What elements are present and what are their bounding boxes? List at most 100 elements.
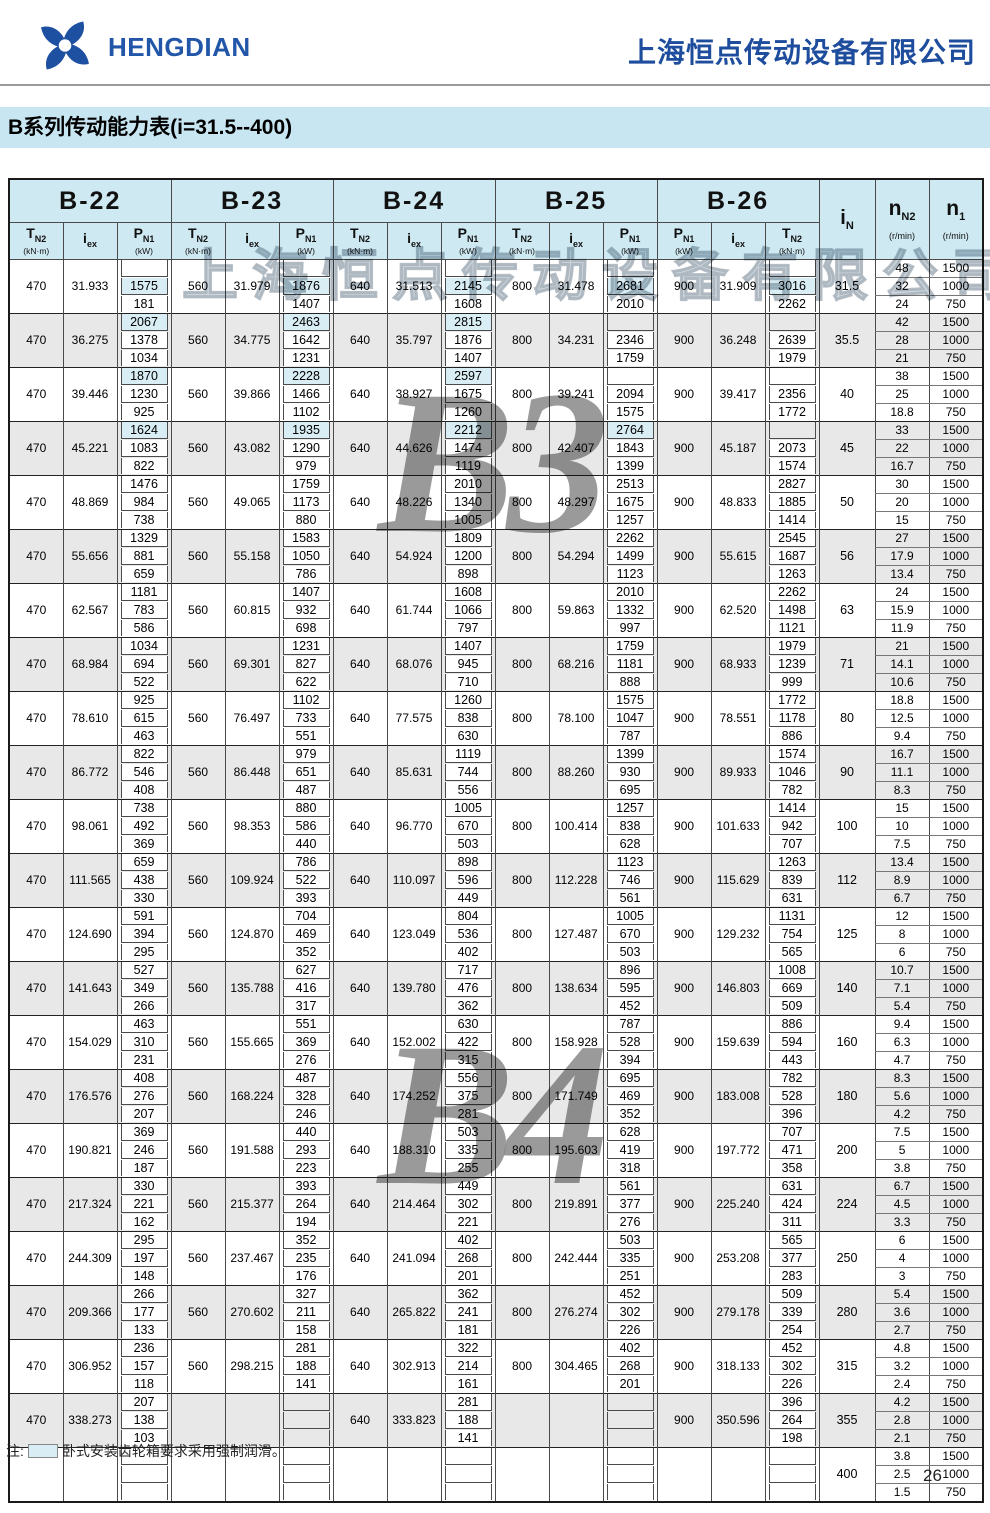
tn2-value: 640 (332, 367, 388, 422)
table-row: 470 209.366 266 560 270.602 327 640 265.822 362 8… (8, 1285, 984, 1340)
tn2-value: 560 (170, 961, 226, 1016)
tn2-value: 800 (494, 583, 550, 638)
tn2-value: 640 (332, 583, 388, 638)
pn1-value: 349 (120, 980, 168, 997)
pn1-cell: 318 (602, 1159, 658, 1178)
pn1-cell: 1759 (602, 349, 658, 368)
tn2-value: 470 (8, 745, 63, 800)
pn1-cell: 556 (440, 781, 496, 800)
pn1-value: 631 (768, 1178, 816, 1196)
n1-value: 1500 (928, 475, 984, 494)
pn1-cell: 2463 (278, 313, 334, 332)
nn2-value: 13.4 (874, 853, 930, 872)
iex-value: 55.656 (62, 529, 117, 584)
pn1-cell: 1131 (764, 907, 820, 926)
hengdian-logo-icon (41, 21, 89, 70)
pn1-cell: 246 (278, 1105, 334, 1124)
pn1-cell: 822 (116, 457, 172, 476)
pn1-value: 1290 (282, 440, 330, 457)
tn2-value: 900 (656, 313, 712, 368)
pn1-cell: 670 (602, 925, 658, 944)
pn1-cell: 1102 (278, 691, 334, 710)
nn2-value: 1.5 (874, 1483, 930, 1502)
table-row: 118 141 161 201 226 2.4 750 (9, 1375, 984, 1394)
pn1-value: 707 (768, 1124, 816, 1142)
tn2-value: 560 (170, 1339, 226, 1394)
table-row: 470 176.576 408 560 168.224 487 640 174.252 556 8… (8, 1069, 984, 1124)
pn1-value (768, 260, 816, 278)
iex-value: 39.417 (710, 367, 766, 422)
in-value: 224 (818, 1177, 876, 1232)
nn2-value: 6.7 (874, 1177, 930, 1196)
iex-value: 270.602 (224, 1285, 280, 1340)
ratio-group-40: 470 39.446 1870 560 39.866 2228 640 38.927 2597 8… (8, 367, 984, 422)
pn1-value: 1257 (606, 800, 654, 818)
pn1-cell: 2681 (602, 277, 658, 296)
nn2-value: 8.3 (874, 781, 930, 800)
tn2-value: 470 (8, 1393, 63, 1448)
table-row: 470 55.656 1329 560 55.158 1583 640 54.924 1809 8… (8, 529, 984, 584)
table-row: 470 338.273 207 640 333.823 281 900 350.596 396 3… (8, 1393, 984, 1448)
pn1-cell (602, 313, 658, 332)
ratio-group-180: 470 176.576 408 560 168.224 487 640 174.252 556 8… (8, 1069, 984, 1124)
tn2-value: 800 (494, 799, 550, 854)
tn2-value: 560 (170, 1123, 226, 1178)
brand-name: HENGDIAN (108, 32, 251, 62)
col-header-pn1: PN1 (kW) (116, 222, 172, 260)
iex-value: 39.241 (548, 367, 604, 422)
pn1-value: 469 (282, 926, 330, 943)
pn1-cell: 1675 (440, 385, 496, 404)
tn2-value (170, 1393, 226, 1448)
pn1-value (120, 1466, 168, 1483)
pn1-value: 1123 (606, 566, 654, 583)
pn1-cell: 226 (602, 1321, 658, 1340)
n1-value: 1500 (928, 1285, 984, 1304)
pn1-value: 318 (606, 1160, 654, 1177)
pn1-value: 266 (120, 998, 168, 1015)
pn1-value: 187 (120, 1160, 168, 1177)
pn1-value: 201 (444, 1268, 492, 1285)
pn1-cell: 2262 (764, 583, 820, 602)
nn2-value: 6.3 (874, 1033, 930, 1052)
pn1-value: 1119 (444, 746, 492, 764)
iex-value: 76.497 (224, 691, 280, 746)
col-header-iex: iex (548, 222, 604, 260)
pn1-value: 630 (444, 1016, 492, 1034)
n1-value: 1000 (928, 655, 984, 674)
pn1-cell: 440 (278, 835, 334, 854)
nn2-value: 7.1 (874, 979, 930, 998)
n1-value: 1000 (928, 1141, 984, 1160)
pn1-cell: 979 (278, 745, 334, 764)
pn1-cell: 358 (764, 1159, 820, 1178)
iex-value: 244.309 (62, 1231, 117, 1286)
nn2-value: 14.1 (874, 655, 930, 674)
n1-value: 1000 (928, 871, 984, 890)
pn1-value: 251 (606, 1268, 654, 1285)
pn1-cell: 214 (440, 1357, 496, 1376)
page-title: B系列传动能力表(i=31.5--400) (8, 116, 293, 139)
pn1-value: 827 (282, 656, 330, 673)
tn2-value: 900 (656, 259, 712, 314)
pn1-cell (278, 1393, 334, 1412)
pn1-cell (116, 1483, 172, 1502)
model-header-row: B-22 B-23 B-24 B-25 B-26 iN nN2 (r/min) … (8, 178, 984, 260)
pn1-value: 369 (120, 836, 168, 853)
pn1-cell: 1050 (278, 547, 334, 566)
n1-value: 1000 (928, 709, 984, 728)
in-value: 112 (818, 853, 876, 908)
nn2-value: 9.4 (874, 1015, 930, 1034)
pn1-value: 1466 (282, 386, 330, 403)
table-row: 221 264 302 377 424 4.5 1000 (9, 1195, 984, 1214)
pn1-value: 746 (606, 872, 654, 889)
pn1-cell: 2067 (116, 313, 172, 332)
table-row: 470 86.772 822 560 86.448 979 640 85.631 1119 800… (8, 745, 984, 800)
pn1-cell: 362 (440, 1285, 496, 1304)
pn1-value (768, 368, 816, 386)
pn1-value: 2463 (282, 314, 330, 332)
pn1-value: 615 (120, 710, 168, 727)
col-header-tn2: TN2 (kN·m) (332, 222, 388, 260)
nn2-value: 4.2 (874, 1105, 930, 1124)
tn2-value: 800 (494, 1123, 550, 1178)
pn1-value: 733 (282, 710, 330, 727)
iex-value: 86.772 (62, 745, 117, 800)
